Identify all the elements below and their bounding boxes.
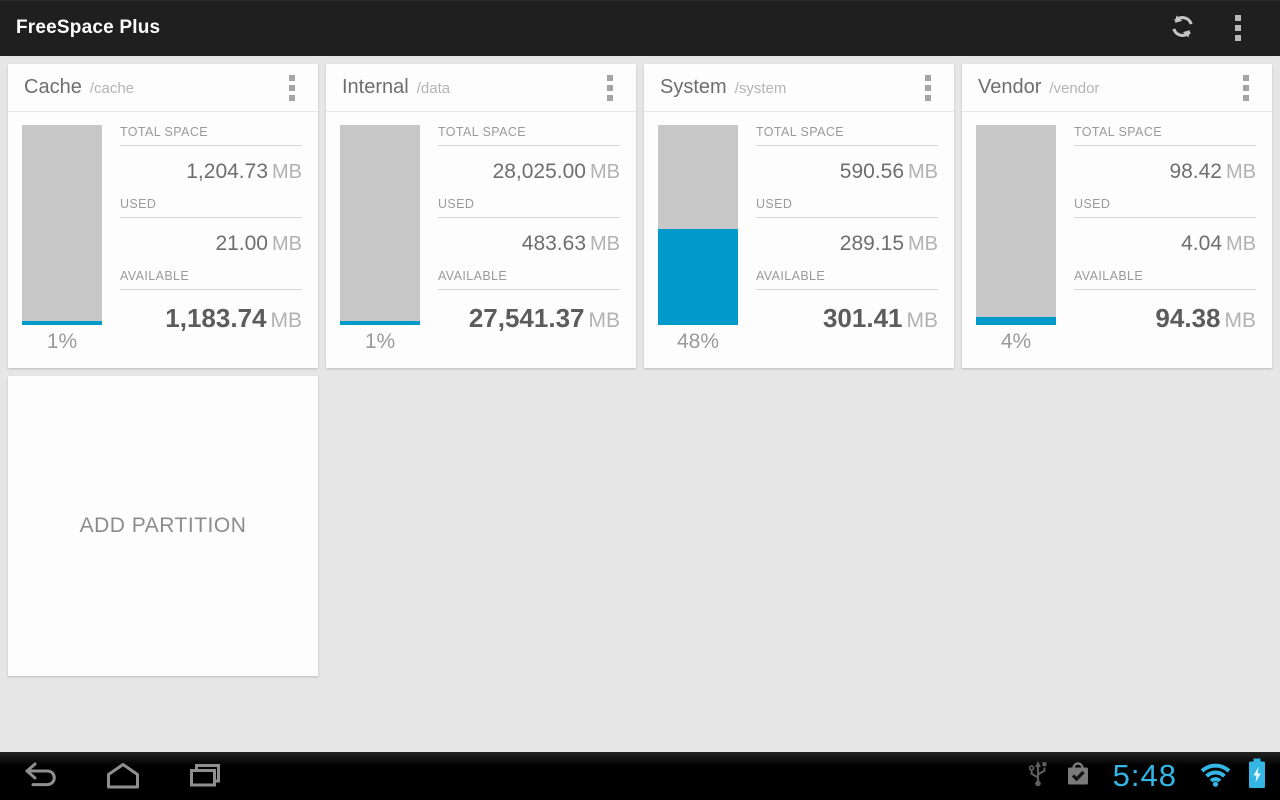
usage-percent: 1% [364, 330, 396, 353]
card-overflow-menu-button[interactable] [908, 64, 948, 112]
total-space-label: TOTAL SPACE [438, 125, 620, 146]
overflow-menu-icon [607, 74, 613, 101]
unit-label: MB [590, 161, 620, 183]
unit-label: MB [1224, 309, 1257, 332]
partition-name: Vendor [978, 76, 1042, 98]
partition-card-system: System /system 48% TOTAL SPACE 590.56 MB [644, 64, 954, 368]
card-overflow-menu-button[interactable] [272, 64, 312, 112]
unit-label: MB [588, 309, 621, 332]
total-space-value: 98.42 MB [1169, 160, 1256, 183]
add-partition-button[interactable]: ADD PARTITION [8, 376, 318, 676]
action-bar: FreeSpace Plus [0, 0, 1280, 56]
partition-card-internal: Internal /data 1% TOTAL SPACE 28,025.00 M… [326, 64, 636, 368]
used-label: USED [438, 197, 620, 218]
unit-label: MB [908, 233, 938, 255]
available-value: 1,183.74 MB [165, 303, 303, 333]
total-space-label: TOTAL SPACE [120, 125, 302, 146]
partition-card-cache: Cache /cache 1% TOTAL SPACE 1,204.73 MB [8, 64, 318, 368]
unit-label: MB [908, 161, 938, 183]
available-label: AVAILABLE [756, 269, 938, 290]
action-bar-actions [1154, 0, 1266, 56]
card-overflow-menu-button[interactable] [590, 64, 630, 112]
used-value: 21.00 MB [215, 232, 302, 255]
available-value: 301.41 MB [822, 303, 939, 333]
used-label: USED [756, 197, 938, 218]
available-value: 94.38 MB [1155, 303, 1257, 333]
app-title: FreeSpace Plus [16, 17, 161, 38]
usage-percent: 4% [1000, 330, 1032, 353]
refresh-icon [1169, 13, 1196, 43]
usage-bar-fill [22, 321, 102, 325]
available-label: AVAILABLE [1074, 269, 1256, 290]
usage-percent: 1% [46, 330, 78, 353]
recent-apps-icon [187, 761, 223, 792]
home-icon [105, 761, 141, 792]
usage-bar-fill [340, 321, 420, 325]
back-button[interactable] [22, 760, 60, 792]
usage-bar [976, 125, 1056, 325]
used-label: USED [1074, 197, 1256, 218]
partition-grid: Cache /cache 1% TOTAL SPACE 1,204.73 MB [8, 64, 1272, 676]
status-area[interactable]: 5:48 [1027, 758, 1280, 794]
available-label: AVAILABLE [120, 269, 302, 290]
partition-name: System [660, 76, 727, 98]
total-space-value: 1,204.73 MB [186, 160, 302, 183]
usb-icon [1027, 758, 1049, 794]
used-value: 289.15 MB [839, 232, 938, 255]
overflow-menu-icon [1235, 15, 1241, 41]
unit-label: MB [272, 161, 302, 183]
back-icon [22, 761, 60, 791]
partition-path: /data [416, 80, 451, 97]
used-label: USED [120, 197, 302, 218]
card-header: Cache /cache [8, 64, 318, 112]
card-header: Internal /data [326, 64, 636, 112]
recents-button[interactable] [186, 760, 224, 792]
used-value: 483.63 MB [521, 232, 620, 255]
system-nav-bar: 5:48 [0, 752, 1280, 800]
total-space-value: 590.56 MB [839, 160, 938, 183]
usage-percent: 48% [676, 330, 720, 353]
usage-bar-fill [658, 229, 738, 325]
available-value: 27,541.37 MB [468, 303, 621, 333]
overflow-menu-icon [289, 74, 295, 101]
unit-label: MB [270, 309, 303, 332]
usage-bar [22, 125, 102, 325]
unit-label: MB [1226, 161, 1256, 183]
usage-bar [658, 125, 738, 325]
unit-label: MB [906, 309, 939, 332]
refresh-button[interactable] [1154, 0, 1210, 56]
card-header: Vendor /vendor [962, 64, 1272, 112]
partition-path: /system [734, 80, 787, 97]
usage-bar-fill [976, 317, 1056, 325]
unit-label: MB [1226, 233, 1256, 255]
partition-path: /vendor [1049, 80, 1100, 97]
wifi-icon [1199, 760, 1232, 792]
used-value: 4.04 MB [1181, 232, 1256, 255]
overflow-menu-icon [925, 74, 931, 101]
unit-label: MB [272, 233, 302, 255]
add-partition-label: ADD PARTITION [79, 514, 247, 537]
clock: 5:48 [1112, 758, 1177, 793]
overflow-menu-button[interactable] [1210, 0, 1266, 56]
overflow-menu-icon [1243, 74, 1249, 101]
partition-name: Internal [342, 76, 409, 98]
home-button[interactable] [104, 760, 142, 792]
partition-path: /cache [89, 80, 135, 97]
partition-name: Cache [24, 76, 82, 98]
total-space-label: TOTAL SPACE [756, 125, 938, 146]
card-header: System /system [644, 64, 954, 112]
usage-bar [340, 125, 420, 325]
battery-charging-icon [1248, 758, 1266, 794]
total-space-value: 28,025.00 MB [492, 160, 620, 183]
check-badge-icon [1065, 759, 1091, 794]
partition-card-vendor: Vendor /vendor 4% TOTAL SPACE 98.42 MB [962, 64, 1272, 368]
card-overflow-menu-button[interactable] [1226, 64, 1266, 112]
available-label: AVAILABLE [438, 269, 620, 290]
total-space-label: TOTAL SPACE [1074, 125, 1256, 146]
unit-label: MB [590, 233, 620, 255]
